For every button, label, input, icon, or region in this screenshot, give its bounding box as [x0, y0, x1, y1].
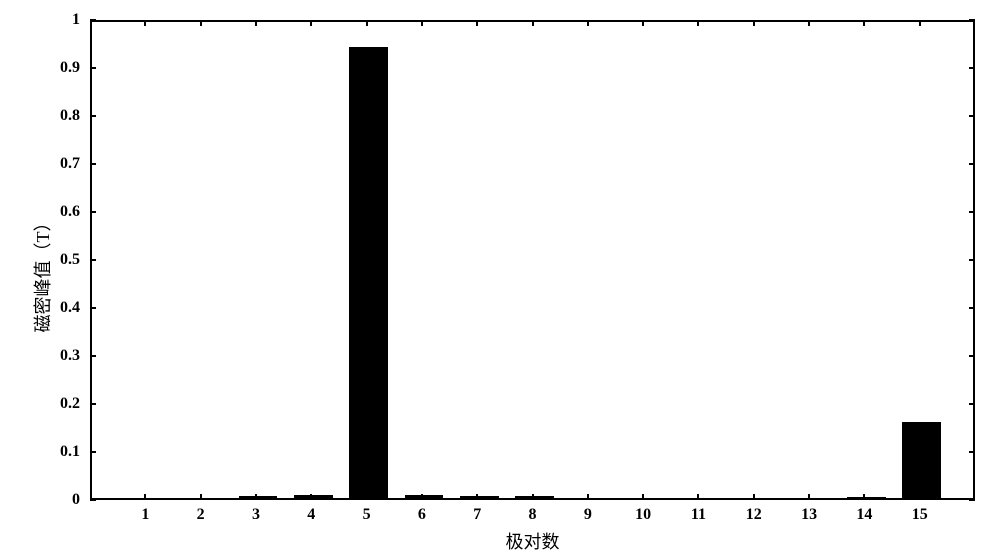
y-tick-mark: [969, 163, 975, 165]
x-tick-mark: [310, 20, 312, 26]
y-tick-mark: [90, 499, 96, 501]
y-tick-mark: [90, 211, 96, 213]
x-tick-label: 12: [746, 506, 762, 524]
x-tick-mark: [587, 494, 589, 500]
x-tick-mark: [642, 20, 644, 26]
y-tick-label: 0.4: [60, 299, 80, 317]
y-tick-label: 0.8: [60, 107, 80, 125]
bar: [902, 422, 941, 498]
y-tick-mark: [969, 259, 975, 261]
y-tick-label: 0.6: [60, 203, 80, 221]
y-tick-mark: [90, 19, 96, 21]
x-tick-label: 9: [584, 506, 592, 524]
x-tick-mark: [697, 20, 699, 26]
y-tick-label: 0: [72, 491, 80, 509]
x-tick-label: 5: [363, 506, 371, 524]
x-tick-label: 11: [691, 506, 706, 524]
x-tick-mark: [200, 20, 202, 26]
x-tick-mark: [255, 20, 257, 26]
x-tick-mark: [863, 494, 865, 500]
x-tick-mark: [532, 494, 534, 500]
y-tick-label: 0.3: [60, 347, 80, 365]
y-tick-mark: [90, 259, 96, 261]
x-tick-mark: [919, 20, 921, 26]
y-tick-mark: [969, 211, 975, 213]
x-tick-mark: [310, 494, 312, 500]
y-tick-mark: [969, 115, 975, 117]
x-tick-mark: [200, 494, 202, 500]
y-tick-label: 0.2: [60, 395, 80, 413]
y-tick-mark: [90, 67, 96, 69]
y-tick-mark: [90, 115, 96, 117]
x-tick-label: 4: [307, 506, 315, 524]
y-tick-label: 1: [72, 11, 80, 29]
x-tick-label: 8: [529, 506, 537, 524]
y-tick-mark: [969, 403, 975, 405]
x-tick-mark: [808, 20, 810, 26]
y-tick-label: 0.9: [60, 59, 80, 77]
x-tick-mark: [421, 20, 423, 26]
bar: [847, 497, 886, 498]
x-tick-mark: [421, 494, 423, 500]
x-tick-label: 15: [912, 506, 928, 524]
x-tick-label: 2: [197, 506, 205, 524]
x-tick-mark: [144, 20, 146, 26]
x-tick-mark: [144, 494, 146, 500]
x-tick-mark: [919, 494, 921, 500]
x-tick-mark: [753, 20, 755, 26]
y-tick-mark: [90, 307, 96, 309]
bar: [460, 496, 499, 498]
x-tick-label: 7: [473, 506, 481, 524]
x-tick-mark: [808, 494, 810, 500]
x-tick-label: 13: [801, 506, 817, 524]
y-tick-mark: [90, 451, 96, 453]
bar: [239, 496, 278, 498]
y-tick-mark: [969, 67, 975, 69]
y-tick-mark: [90, 403, 96, 405]
y-tick-mark: [90, 163, 96, 165]
chart-container: 00.10.20.30.40.50.60.70.80.91 1234567891…: [0, 0, 1000, 552]
y-tick-mark: [969, 499, 975, 501]
y-tick-label: 0.7: [60, 155, 80, 173]
y-tick-mark: [969, 451, 975, 453]
bar: [349, 47, 388, 498]
y-tick-mark: [969, 307, 975, 309]
y-tick-label: 0.5: [60, 251, 80, 269]
x-tick-mark: [532, 20, 534, 26]
x-tick-mark: [753, 494, 755, 500]
y-tick-mark: [969, 19, 975, 21]
x-tick-mark: [697, 494, 699, 500]
x-tick-mark: [587, 20, 589, 26]
y-tick-mark: [969, 355, 975, 357]
x-tick-mark: [255, 494, 257, 500]
bar: [294, 495, 333, 498]
y-axis-label: 磁密峰值（T）: [29, 214, 55, 333]
x-tick-label: 6: [418, 506, 426, 524]
x-tick-label: 14: [856, 506, 872, 524]
x-tick-mark: [366, 20, 368, 26]
x-tick-label: 1: [141, 506, 149, 524]
x-tick-label: 3: [252, 506, 260, 524]
bar: [405, 495, 444, 498]
bar: [515, 496, 554, 498]
x-axis-label: 极对数: [506, 528, 560, 554]
x-tick-mark: [642, 494, 644, 500]
y-tick-mark: [90, 355, 96, 357]
x-tick-mark: [366, 494, 368, 500]
x-tick-mark: [476, 494, 478, 500]
x-tick-mark: [476, 20, 478, 26]
x-tick-label: 10: [635, 506, 651, 524]
y-tick-label: 0.1: [60, 443, 80, 461]
x-tick-mark: [863, 20, 865, 26]
plot-area: [90, 20, 975, 500]
